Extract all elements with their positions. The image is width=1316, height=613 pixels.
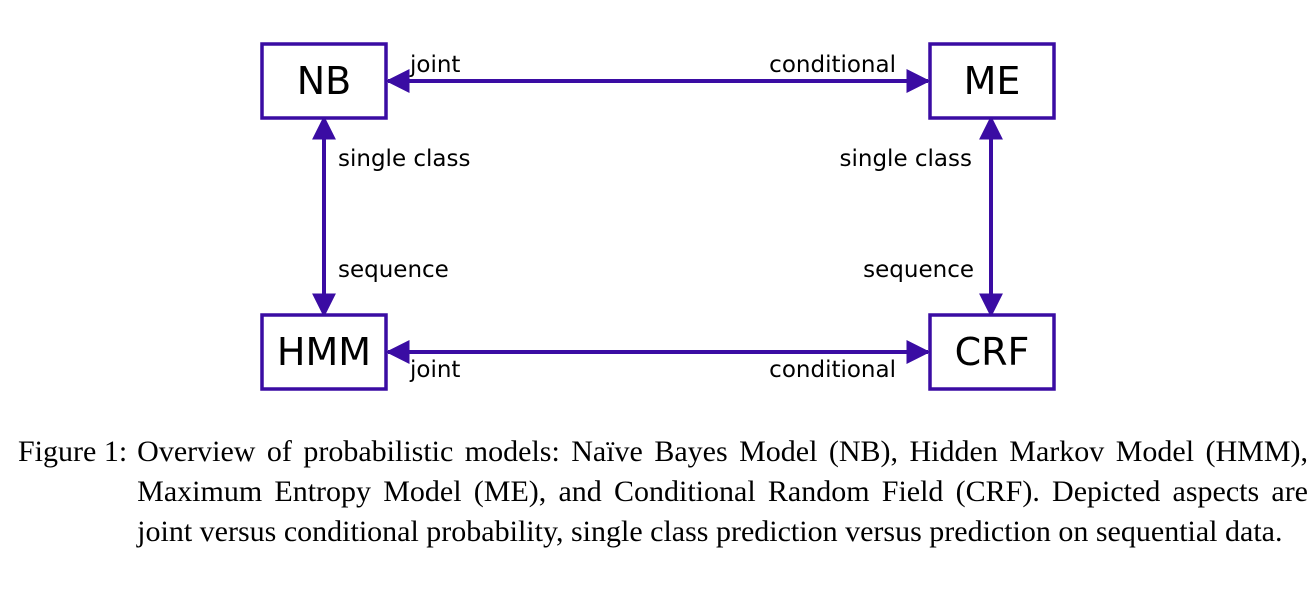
edge-label-right-single-class: single class (840, 146, 973, 172)
edge-label-top-conditional: conditional (769, 52, 896, 78)
caption-text: Overview of probabilistic models: Naïve … (137, 435, 1308, 548)
node-hmm: HMM (260, 313, 388, 391)
node-me: ME (928, 42, 1056, 120)
model-overview-diagram: NB ME HMM CRF joint conditional joint co… (260, 42, 1056, 391)
node-crf-label: CRF (955, 330, 1030, 374)
node-nb-label: NB (297, 59, 352, 103)
caption-number: Figure 1: (18, 435, 128, 468)
node-me-label: ME (964, 59, 1021, 103)
node-nb: NB (260, 42, 388, 120)
edge-label-top-joint: joint (409, 52, 460, 78)
edge-label-right-sequence: sequence (863, 257, 974, 283)
edge-label-left-sequence: sequence (338, 257, 449, 283)
edge-label-bottom-joint: joint (409, 357, 460, 383)
node-hmm-label: HMM (277, 330, 371, 374)
edge-label-left-single-class: single class (338, 146, 471, 172)
figure-caption: Figure 1: Overview of probabilistic mode… (18, 432, 1308, 552)
node-crf: CRF (928, 313, 1056, 391)
edge-label-bottom-conditional: conditional (769, 357, 896, 383)
